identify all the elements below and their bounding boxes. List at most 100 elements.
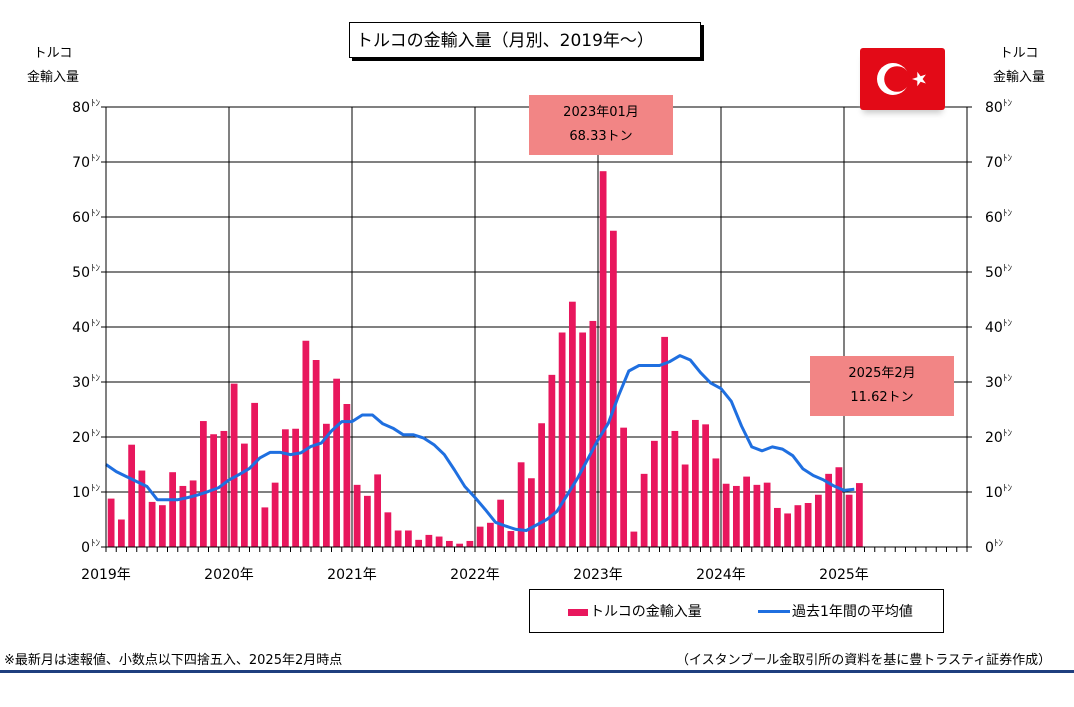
y-tick-label-right: 40 [985,320,1003,336]
x-tick-label: 2022年 [450,567,500,583]
bar [343,404,351,547]
latest-callout-value: 11.62トン [850,390,914,405]
bar [292,428,300,547]
bar [712,458,720,547]
bar [158,505,166,547]
bar [302,340,310,547]
y-axis-title-right-line1: トルコ [999,46,1039,61]
bar [476,526,484,547]
peak-callout-date: 2023年01月 [563,105,639,120]
bar [743,476,751,547]
bar [814,494,822,547]
x-tick-label: 2019年 [81,567,131,583]
y-tick-unit-right: ﾄﾝ [1003,264,1013,274]
y-tick-unit-left: ﾄﾝ [91,429,101,439]
bar [138,470,146,547]
y-tick-label-left: 60 [72,210,90,226]
bar-series [107,171,863,547]
bar [599,171,607,547]
y-tick-unit-left: ﾄﾝ [91,209,101,219]
y-tick-unit-right: ﾄﾝ [1003,429,1013,439]
bar [179,485,187,547]
legend-bar-label: トルコの金輸入量 [590,604,702,620]
bar [281,429,289,547]
bar [148,501,156,547]
latest-callout: 2025年2月 11.62トン [810,356,954,416]
y-tick-label-left: 70 [72,155,90,171]
y-tick-label-left: 10 [72,485,90,501]
peak-callout-value: 68.33トン [569,129,633,144]
y-tick-label-left: 20 [72,430,90,446]
y-tick-label-right: 60 [985,210,1003,226]
grid-layer [105,106,967,548]
y-axis-title-left-line1: トルコ [33,46,73,61]
latest-callout-date: 2025年2月 [848,366,916,381]
y-tick-unit-left: ﾄﾝ [91,484,101,494]
y-tick-label-left: 50 [72,265,90,281]
bar [681,464,689,547]
bar [650,440,658,547]
y-tick-unit-left: ﾄﾝ [91,374,101,384]
bar [558,332,566,547]
y-axis-title-right: トルコ 金輸入量 [984,42,1054,90]
bar [240,443,248,547]
bar [527,478,535,547]
bar [825,473,833,547]
bar [117,519,125,547]
bar [220,430,228,547]
bar [609,230,617,547]
y-tick-unit-left: ﾄﾝ [91,319,101,329]
bar [855,483,863,547]
bar [568,301,576,547]
y-tick-label-right: 0 [985,540,994,556]
bar [548,374,556,547]
bar [773,507,781,547]
bar [784,513,792,547]
bar [763,482,771,547]
y-tick-unit-right: ﾄﾝ [994,539,1004,549]
bar [312,360,320,547]
y-tick-unit-left: ﾄﾝ [91,99,101,109]
y-tick-unit-right: ﾄﾝ [1003,319,1013,329]
y-tick-unit-right: ﾄﾝ [1003,154,1013,164]
bar [732,485,740,547]
peak-callout: 2023年01月 68.33トン [529,95,673,155]
source-note: （イスタンブール金取引所の資料を基に豊トラスティ証券作成） [676,653,1052,668]
legend: トルコの金輸入量 過去1年間の平均値 [529,589,944,633]
bar [404,530,412,547]
bar [630,531,638,547]
y-tick-label-left: 80 [72,100,90,116]
bar [251,402,259,547]
y-tick-unit-left: ﾄﾝ [91,154,101,164]
bar [271,482,279,547]
bar [445,540,453,547]
y-tick-unit-left: ﾄﾝ [91,264,101,274]
x-tick-label: 2020年 [204,567,254,583]
bar [394,530,402,547]
footnote: ※最新月は速報値、小数点以下四捨五入、2025年2月時点 [4,653,343,668]
y-axis-title-left-line2: 金輸入量 [26,70,79,85]
bar [261,507,269,547]
bar [640,473,648,547]
bar [435,536,443,547]
y-tick-label-left: 30 [72,375,90,391]
average-line [105,354,855,532]
legend-line-swatch [758,610,790,613]
axis-layer [101,106,972,552]
bar [230,383,238,547]
bar [538,423,546,547]
y-tick-unit-right: ﾄﾝ [1003,209,1013,219]
bar [374,474,382,547]
y-tick-label-right: 50 [985,265,1003,281]
bar [384,512,392,547]
bottom-rule [0,670,1074,673]
bar [722,483,730,547]
bar [466,540,474,547]
bar [415,539,423,547]
bar [835,467,843,547]
bar [333,378,341,547]
bar [456,543,464,547]
y-tick-label-left: 40 [72,320,90,336]
